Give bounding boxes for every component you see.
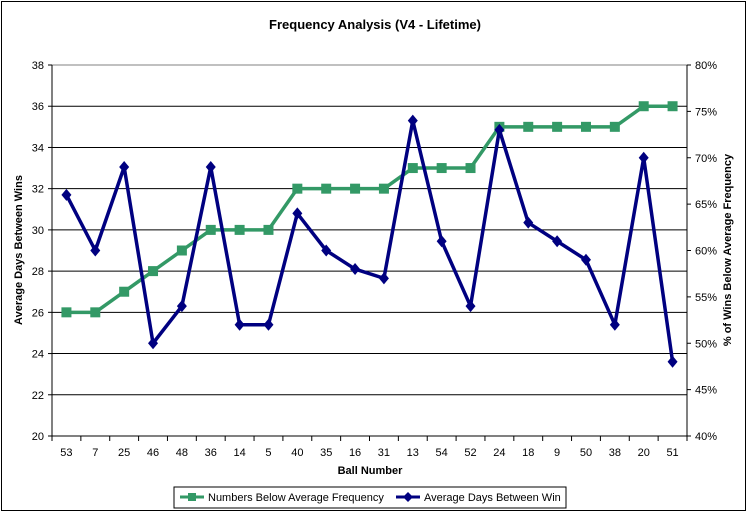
data-point-diamond xyxy=(263,318,274,331)
data-point-diamond xyxy=(378,272,389,285)
y-tick-label: 20 xyxy=(32,431,44,443)
data-point-square xyxy=(205,224,216,235)
x-tick-label: 46 xyxy=(147,447,159,459)
data-point-diamond xyxy=(90,244,101,257)
x-axis-label: Ball Number xyxy=(338,465,404,477)
y2-tick-label: 45% xyxy=(695,385,717,397)
data-point-square xyxy=(378,183,389,194)
y2-tick-label: 65% xyxy=(695,199,717,211)
x-tick-label: 25 xyxy=(118,447,130,459)
data-point-square xyxy=(609,121,620,132)
y2-tick-label: 40% xyxy=(695,431,717,443)
x-tick-label: 50 xyxy=(580,447,592,459)
x-tick-label: 16 xyxy=(349,447,361,459)
x-tick-label: 51 xyxy=(666,447,678,459)
x-tick-label: 9 xyxy=(554,447,560,459)
x-tick-label: 48 xyxy=(176,447,188,459)
data-point-square xyxy=(263,224,274,235)
data-point-square xyxy=(148,266,159,277)
y-tick-label: 28 xyxy=(32,266,44,278)
legend-label-1: Average Days Between Win xyxy=(424,492,561,504)
x-tick-label: 53 xyxy=(60,447,72,459)
y-tick-label: 24 xyxy=(32,349,44,361)
x-tick-label: 13 xyxy=(407,447,419,459)
data-point-square xyxy=(350,183,361,194)
data-point-diamond xyxy=(292,207,303,220)
data-point-square xyxy=(119,286,130,297)
data-point-square xyxy=(292,183,303,194)
data-point-square xyxy=(176,245,187,256)
data-point-diamond xyxy=(580,253,591,266)
x-tick-label: 36 xyxy=(205,447,217,459)
data-point-square xyxy=(90,307,101,318)
x-tick-label: 7 xyxy=(92,447,98,459)
x-tick-label: 18 xyxy=(522,447,534,459)
x-tick-label: 40 xyxy=(291,447,303,459)
data-point-square xyxy=(552,121,563,132)
data-point-diamond xyxy=(205,161,216,174)
data-point-diamond xyxy=(638,151,649,164)
x-tick-label: 5 xyxy=(265,447,271,459)
data-point-square xyxy=(407,163,418,174)
series-line-1 xyxy=(64,118,675,363)
data-point-square xyxy=(61,307,72,318)
y-tick-label: 36 xyxy=(32,101,44,113)
data-point-square xyxy=(436,163,447,174)
data-point-diamond xyxy=(465,300,476,313)
x-tick-label: 24 xyxy=(493,447,505,459)
x-tick-label: 54 xyxy=(436,447,448,459)
chart-title: Frequency Analysis (V4 - Lifetime) xyxy=(269,17,481,32)
y2-tick-label: 75% xyxy=(695,106,717,118)
data-point-diamond xyxy=(552,235,563,248)
data-point-square xyxy=(523,121,534,132)
series-line-0 xyxy=(66,104,673,315)
y-tick-label: 32 xyxy=(32,184,44,196)
data-point-square xyxy=(234,224,245,235)
data-point-diamond xyxy=(61,188,72,201)
data-point-diamond xyxy=(176,300,187,313)
data-point-diamond xyxy=(148,337,159,350)
x-tick-label: 20 xyxy=(638,447,650,459)
data-point-diamond xyxy=(321,244,332,257)
data-point-diamond xyxy=(609,318,620,331)
data-point-square xyxy=(638,101,649,112)
y2-tick-label: 80% xyxy=(695,60,717,72)
y-axis-label: Average Days Between Wins xyxy=(13,175,25,325)
data-point-square xyxy=(321,183,332,194)
legend: Numbers Below Average Frequency Average … xyxy=(173,486,567,509)
x-tick-label: 35 xyxy=(320,447,332,459)
legend-square-marker xyxy=(188,493,196,501)
y2-axis-label: % of Wins Below Average Frequency xyxy=(722,153,734,346)
y2-tick-label: 70% xyxy=(695,153,717,165)
y-tick-label: 22 xyxy=(32,390,44,402)
data-point-diamond xyxy=(494,123,505,136)
data-point-diamond xyxy=(350,263,361,276)
y-tick-label: 26 xyxy=(32,307,44,319)
x-tick-label: 38 xyxy=(609,447,621,459)
x-tick-label: 14 xyxy=(233,447,245,459)
legend-diamond-marker xyxy=(403,492,413,502)
y-tick-label: 38 xyxy=(32,60,44,72)
data-point-diamond xyxy=(667,355,678,368)
data-point-square xyxy=(667,101,678,112)
data-point-square xyxy=(580,121,591,132)
data-point-diamond xyxy=(234,318,245,331)
y2-tick-label: 50% xyxy=(695,338,717,350)
y-tick-label: 30 xyxy=(32,225,44,237)
y2-tick-label: 55% xyxy=(695,292,717,304)
x-tick-label: 31 xyxy=(378,447,390,459)
legend-label-0: Numbers Below Average Frequency xyxy=(208,492,384,504)
y-tick-label: 34 xyxy=(32,142,44,154)
data-point-diamond xyxy=(523,216,534,229)
data-point-diamond xyxy=(436,235,447,248)
x-tick-label: 52 xyxy=(464,447,476,459)
data-point-diamond xyxy=(407,114,418,127)
y2-tick-label: 60% xyxy=(695,246,717,258)
data-point-square xyxy=(465,163,476,174)
data-point-diamond xyxy=(119,161,130,174)
